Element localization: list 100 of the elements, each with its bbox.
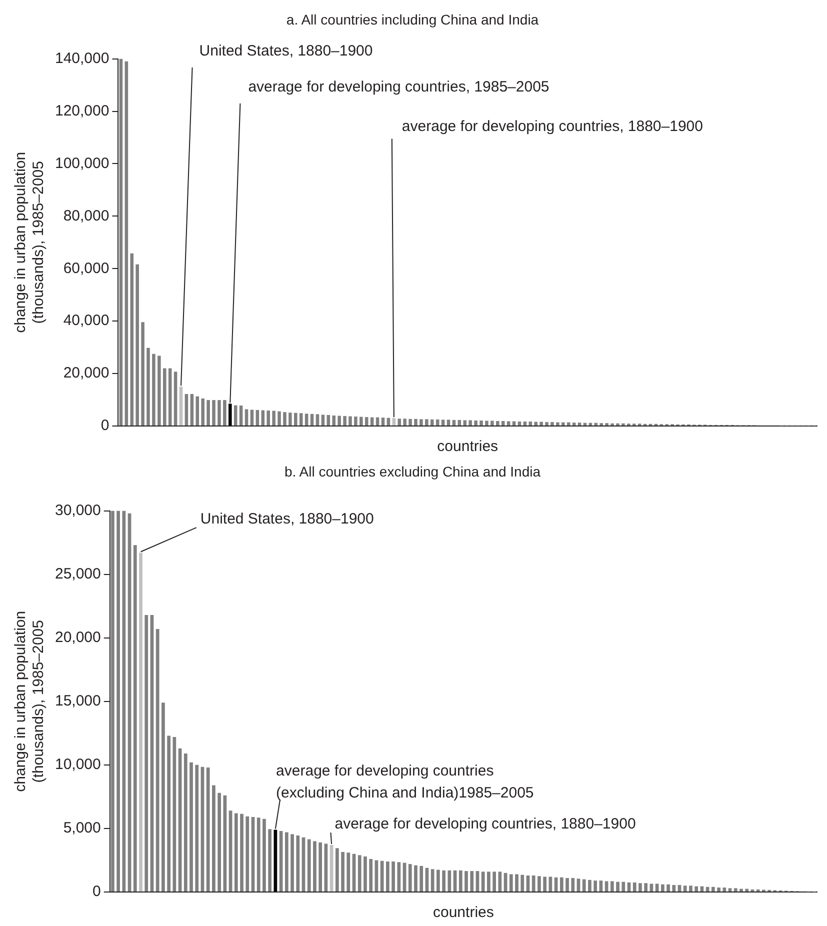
bar bbox=[403, 418, 406, 426]
bar bbox=[268, 829, 272, 892]
bar bbox=[364, 417, 368, 426]
bar bbox=[392, 418, 396, 426]
bar bbox=[660, 884, 664, 892]
bar bbox=[474, 420, 478, 426]
bar bbox=[201, 398, 204, 426]
annotation: United States, 1880–1900 bbox=[200, 510, 374, 528]
bar bbox=[239, 406, 243, 426]
bar bbox=[532, 875, 536, 892]
bar bbox=[332, 416, 336, 426]
bar bbox=[501, 421, 505, 426]
y-tick-label: 140,000 bbox=[54, 50, 110, 67]
bar bbox=[376, 417, 380, 426]
bar bbox=[122, 510, 126, 892]
bar bbox=[496, 421, 500, 426]
bar bbox=[304, 414, 308, 426]
bar bbox=[348, 416, 352, 426]
bar bbox=[632, 882, 636, 892]
bar bbox=[381, 418, 385, 426]
bar bbox=[139, 552, 142, 892]
bar bbox=[538, 876, 541, 892]
y-tick-label: 0 bbox=[92, 883, 101, 900]
bar bbox=[740, 888, 743, 892]
bar bbox=[745, 888, 749, 892]
bar bbox=[398, 418, 402, 426]
bar bbox=[485, 420, 488, 426]
bar bbox=[272, 410, 276, 426]
bar bbox=[256, 818, 260, 892]
bar bbox=[515, 874, 518, 892]
bar bbox=[335, 848, 339, 892]
bar bbox=[240, 814, 244, 892]
bar bbox=[116, 510, 120, 892]
bar bbox=[616, 882, 620, 892]
bar bbox=[310, 414, 314, 426]
bar bbox=[152, 354, 156, 426]
y-tick-label: 0 bbox=[100, 417, 110, 434]
bar bbox=[463, 420, 467, 426]
bar bbox=[722, 888, 726, 892]
bar bbox=[358, 855, 362, 892]
bar bbox=[728, 888, 732, 892]
bar bbox=[172, 736, 176, 892]
bar bbox=[190, 394, 194, 426]
bar bbox=[266, 410, 270, 426]
bar bbox=[313, 841, 316, 892]
bar bbox=[228, 404, 232, 426]
bar bbox=[414, 865, 418, 892]
bar bbox=[206, 400, 210, 426]
bar bbox=[294, 412, 298, 426]
bar bbox=[683, 886, 687, 892]
x-axis-title: countries bbox=[433, 904, 494, 922]
bar bbox=[296, 835, 300, 892]
bar bbox=[369, 858, 373, 892]
bar bbox=[262, 818, 266, 892]
bar bbox=[523, 422, 527, 426]
bar bbox=[452, 420, 456, 426]
bar bbox=[167, 736, 170, 892]
bar bbox=[392, 862, 395, 892]
bar bbox=[540, 422, 543, 426]
bar bbox=[283, 412, 286, 426]
bar bbox=[638, 883, 642, 892]
bar bbox=[481, 872, 485, 892]
bar bbox=[711, 886, 715, 892]
y-tick-label: 120,000 bbox=[54, 102, 110, 120]
bar bbox=[655, 884, 659, 892]
bar bbox=[468, 420, 472, 426]
bar bbox=[464, 871, 468, 892]
bar bbox=[436, 419, 440, 426]
bar bbox=[354, 416, 358, 426]
bar bbox=[518, 422, 522, 426]
bar bbox=[133, 545, 137, 892]
bar bbox=[195, 764, 199, 892]
bar bbox=[571, 878, 575, 892]
y-axis-title: change in urban population (thousands), 1985–2005 bbox=[12, 610, 48, 792]
bar bbox=[212, 785, 216, 892]
bar bbox=[360, 416, 363, 426]
bar bbox=[162, 368, 166, 426]
chart-title: a. All countries including China and India bbox=[286, 11, 539, 28]
bar bbox=[492, 872, 496, 892]
bar bbox=[326, 414, 330, 426]
bar bbox=[520, 874, 524, 892]
bar bbox=[370, 417, 374, 426]
bar bbox=[321, 414, 325, 426]
bar bbox=[174, 372, 178, 426]
bar bbox=[256, 410, 260, 426]
bar bbox=[218, 400, 221, 426]
bar bbox=[480, 420, 483, 426]
bar bbox=[441, 420, 445, 426]
bar bbox=[288, 412, 292, 426]
bar bbox=[244, 409, 248, 426]
bar bbox=[560, 877, 564, 892]
bar bbox=[470, 871, 474, 892]
bar bbox=[136, 264, 139, 426]
bar bbox=[162, 702, 165, 892]
annotation: average for developing countries, 1985–2005 bbox=[248, 78, 550, 96]
bar bbox=[694, 886, 698, 892]
bar bbox=[689, 886, 692, 892]
bar bbox=[650, 884, 654, 892]
bar bbox=[223, 400, 226, 426]
bar bbox=[299, 413, 303, 426]
